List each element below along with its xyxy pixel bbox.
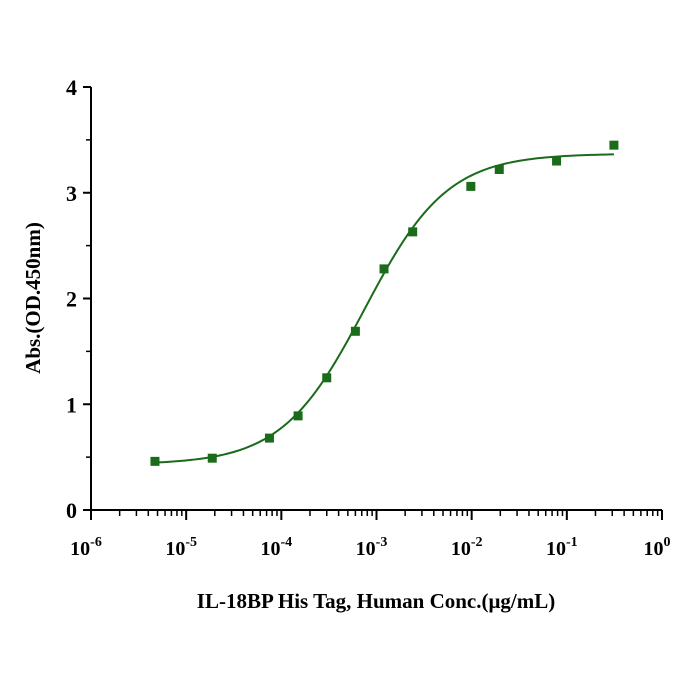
x-tick-base: 10 — [546, 538, 566, 560]
x-tick-label: 10-5 — [165, 535, 197, 560]
x-tick-base: 10 — [356, 538, 376, 560]
y-tick-label: 0 — [66, 498, 77, 523]
x-ticks: 10-6 10-5 10-4 10-3 10-2 10-1 100 — [70, 510, 671, 560]
y-axis-title: Abs.(OD.450nm) — [21, 222, 45, 374]
data-point — [494, 164, 504, 174]
x-tick-label: 10-3 — [356, 535, 388, 560]
x-tick-exponent: -1 — [566, 535, 578, 550]
x-tick-base: 10 — [70, 538, 90, 560]
x-axis-title: IL-18BP His Tag, Human Conc.(μg/mL) — [197, 589, 555, 613]
data-point — [408, 227, 418, 237]
data-point — [552, 156, 562, 166]
y-tick-label: 1 — [66, 392, 77, 417]
x-tick-label: 10-4 — [260, 535, 292, 560]
data-point — [609, 140, 619, 150]
data-point — [379, 264, 389, 274]
x-tick-base: 10 — [644, 538, 664, 560]
data-points — [150, 140, 619, 466]
x-tick-base: 10 — [451, 538, 471, 560]
data-point — [350, 326, 360, 336]
x-tick-label: 10-6 — [70, 535, 102, 560]
x-tick-base: 10 — [165, 538, 185, 560]
x-tick-label: 10-1 — [546, 535, 578, 560]
x-tick-label: 100 — [644, 535, 671, 560]
x-tick-base: 10 — [260, 538, 280, 560]
x-tick-exponent: -5 — [185, 535, 197, 550]
x-tick-exponent: -3 — [376, 535, 388, 550]
data-point — [466, 181, 476, 191]
y-tick-label: 3 — [66, 181, 77, 206]
y-tick-label: 2 — [66, 287, 77, 312]
data-point — [293, 411, 303, 421]
data-point — [150, 456, 160, 466]
data-point — [322, 373, 332, 383]
x-tick-exponent: -4 — [280, 535, 292, 550]
y-tick-label: 4 — [66, 75, 77, 100]
fit-curve — [154, 153, 614, 464]
data-point — [207, 453, 217, 463]
x-tick-exponent: 0 — [664, 535, 671, 550]
x-tick-label: 10-2 — [451, 535, 483, 560]
data-point — [264, 433, 274, 443]
x-tick-exponent: -2 — [471, 535, 483, 550]
x-tick-exponent: -6 — [90, 535, 102, 550]
y-ticks: 0 1 2 3 4 — [66, 75, 91, 523]
